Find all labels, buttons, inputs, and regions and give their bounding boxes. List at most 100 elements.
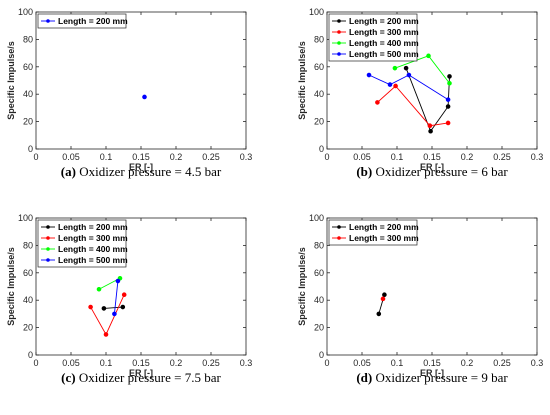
x-tick-label: 0.25 [493,152,511,162]
y-tick-label: 40 [314,89,324,99]
data-point [406,72,412,78]
legend-swatch-marker [337,30,341,34]
panel-caption: (c) Oxidizer pressure = 7.5 bar [61,370,221,385]
x-axis-label: ER [-] [129,368,153,378]
x-tick-label: 0 [324,358,329,368]
y-tick-label: 40 [23,89,33,99]
legend-box [328,13,418,62]
legend-entry: Length = 400 mm [58,244,128,254]
y-tick-label: 80 [314,240,324,250]
x-tick-label: 0.15 [132,358,150,368]
panel-caption: (b) Oxidizer pressure = 6 bar [356,164,508,179]
data-point [375,100,380,105]
x-axis-label: ER [-] [420,368,444,378]
data-point [366,72,372,78]
panel-b: 0 0.05 0.1 0.15 0.2 0.25 0.3 0 20 40 60 80 100 ER [-]… [297,7,543,179]
data-point [445,120,451,126]
legend-entry: Length = 200 mm [58,16,128,26]
y-tick-label: 20 [23,117,33,127]
x-tick-label: 0.2 [461,152,474,162]
data-point [142,94,147,100]
legend-entry: Length = 400 mm [349,38,419,48]
data-point [96,286,102,292]
data-point [426,53,431,59]
y-axis-label: Specific Impulse/s [297,247,307,326]
legend-box [37,219,127,268]
y-tick-label: 0 [28,144,33,154]
legend-box [37,13,127,29]
y-tick-label: 100 [309,7,324,17]
legend-swatch-marker [46,19,50,23]
x-tick-label: 0.1 [391,358,404,368]
legend-swatch-marker [337,19,341,23]
series-line [405,68,450,133]
legend-entry: Length = 300 mm [58,233,128,243]
legend-swatch-marker [337,225,341,229]
x-tick-label: 0.15 [423,152,441,162]
data-point [445,97,451,102]
x-tick-label: 0 [33,358,38,368]
x-tick-label: 0.2 [170,152,183,162]
data-point [101,306,107,311]
plot-area [35,11,247,150]
legend-swatch-marker [46,236,50,240]
x-tick-label: 0.1 [100,152,113,162]
data-point [427,123,433,129]
y-tick-label: 80 [314,34,324,44]
y-axis-label: Specific Impulse/s [6,41,16,120]
x-axis-label: ER [-] [129,162,153,172]
panel-caption-text: Oxidizer pressure = 9 bar [372,370,508,385]
legend-entry: Length = 300 mm [349,27,419,37]
y-tick-label: 0 [319,350,324,360]
y-tick-label: 100 [18,7,33,17]
x-tick-label: 0.1 [100,358,113,368]
y-tick-label: 80 [23,34,33,44]
legend-entry: Length = 200 mm [58,222,128,232]
y-tick-label: 100 [309,213,324,223]
data-point [403,65,409,71]
data-point [447,80,452,86]
y-tick-label: 60 [314,62,324,72]
panel-caption: (d) Oxidizer pressure = 9 bar [356,370,508,385]
x-tick-label: 0 [33,152,38,162]
y-tick-label: 80 [23,240,33,250]
x-tick-label: 0.15 [132,152,150,162]
data-point [115,278,121,284]
series-line [103,306,123,309]
x-tick-label: 0.2 [461,358,474,368]
y-tick-label: 60 [314,268,324,278]
y-tick-label: 60 [23,62,33,72]
legend-entry: Length = 200 mm [349,16,419,26]
panel-caption-text: Oxidizer pressure = 6 bar [372,164,508,179]
x-tick-label: 0 [324,152,329,162]
y-tick-label: 40 [314,295,324,305]
x-tick-label: 0.3 [531,358,544,368]
y-tick-label: 0 [28,350,33,360]
legend-swatch-marker [46,225,50,229]
data-point [387,82,393,87]
legend: Length = 200 mm [37,13,128,29]
panel-c: 0 0.05 0.1 0.15 0.2 0.25 0.3 0 20 40 60 80 100 ER [-]… [6,213,252,385]
legend-box [328,219,418,246]
data-point [376,311,382,317]
data-point [112,311,117,317]
legend-swatch-marker [337,52,341,56]
legend-entry: Length = 300 mm [349,233,419,243]
x-tick-label: 0.2 [170,358,183,368]
y-tick-label: 20 [314,323,324,333]
x-tick-label: 0.25 [493,358,511,368]
data-point [382,292,387,298]
series-line [368,74,449,101]
legend-entry: Length = 200 mm [349,222,419,232]
y-tick-label: 20 [314,117,324,127]
x-tick-label: 0.25 [202,152,220,162]
legend-swatch-marker [337,41,341,45]
legend-swatch-marker [46,247,50,251]
panel-d: 0 0.05 0.1 0.15 0.2 0.25 0.3 0 20 40 60 80 100 ER [-]… [297,213,543,385]
y-tick-label: 0 [319,144,324,154]
